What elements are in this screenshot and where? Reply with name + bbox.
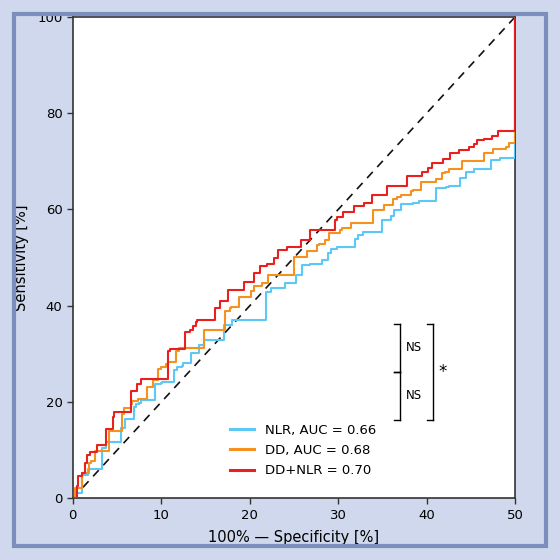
Text: NS: NS	[405, 389, 422, 402]
Text: NS: NS	[405, 341, 422, 354]
Y-axis label: Sensitivity [%]: Sensitivity [%]	[14, 204, 29, 311]
Legend: NLR, AUC = 0.66, DD, AUC = 0.68, DD+NLR = 0.70: NLR, AUC = 0.66, DD, AUC = 0.68, DD+NLR …	[230, 424, 376, 477]
X-axis label: 100% — Specificity [%]: 100% — Specificity [%]	[208, 530, 380, 545]
Text: *: *	[438, 363, 447, 381]
